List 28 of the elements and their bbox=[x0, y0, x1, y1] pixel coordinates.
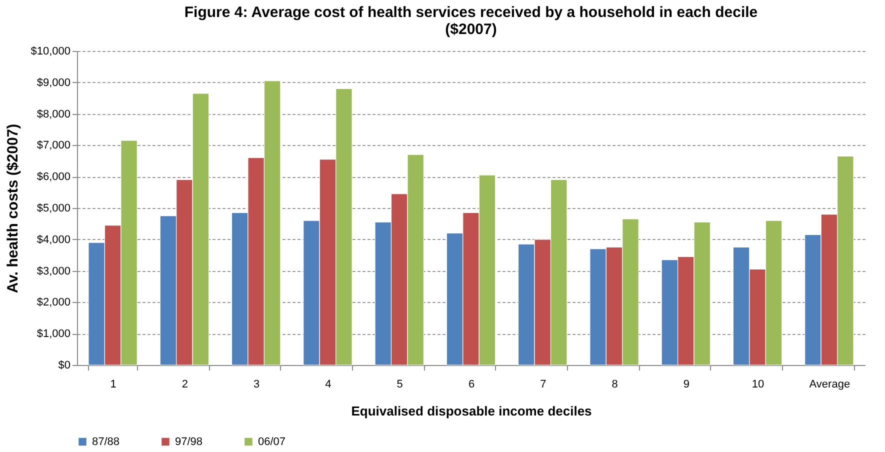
legend-label: 06/07 bbox=[258, 436, 286, 448]
x-tick-label: Average bbox=[809, 378, 850, 390]
x-tick-label: 3 bbox=[254, 378, 260, 390]
x-tick-label: 4 bbox=[325, 378, 332, 390]
y-tick-label: $6,000 bbox=[36, 171, 70, 184]
x-tick-label: 10 bbox=[752, 378, 764, 390]
y-tick-label: $8,000 bbox=[36, 108, 70, 120]
y-tick-label: $4,000 bbox=[36, 234, 70, 246]
x-tick-label: 7 bbox=[540, 378, 546, 390]
x-tick-label: 5 bbox=[396, 378, 403, 390]
x-tick-label: 2 bbox=[182, 378, 188, 390]
y-tick-label: $5,000 bbox=[36, 202, 70, 214]
legend-label: 97/98 bbox=[175, 436, 203, 448]
x-tick-label: 9 bbox=[683, 378, 690, 390]
x-tick-label: 6 bbox=[468, 378, 475, 390]
legend-label: 87/88 bbox=[92, 436, 120, 448]
y-tick-label: $9,000 bbox=[36, 76, 70, 89]
y-tick-label: $3,000 bbox=[36, 265, 70, 278]
y-tick-label: $0 bbox=[58, 360, 70, 372]
x-tick-label: 8 bbox=[612, 378, 618, 390]
chart-title: Figure 4: Average cost of health services received by a household in each decile ($2007) bbox=[184, 4, 758, 38]
y-tick-label: $7,000 bbox=[36, 140, 70, 152]
y-tick-label: $10,000 bbox=[30, 46, 70, 58]
x-axis-title: Equivalised disposable income deciles bbox=[351, 404, 592, 418]
y-axis-title: Av. health costs ($2007) bbox=[4, 124, 22, 294]
x-tick-label: 1 bbox=[110, 378, 116, 390]
y-tick-label: $1,000 bbox=[36, 328, 70, 340]
y-tick-label: $2,000 bbox=[36, 296, 70, 309]
